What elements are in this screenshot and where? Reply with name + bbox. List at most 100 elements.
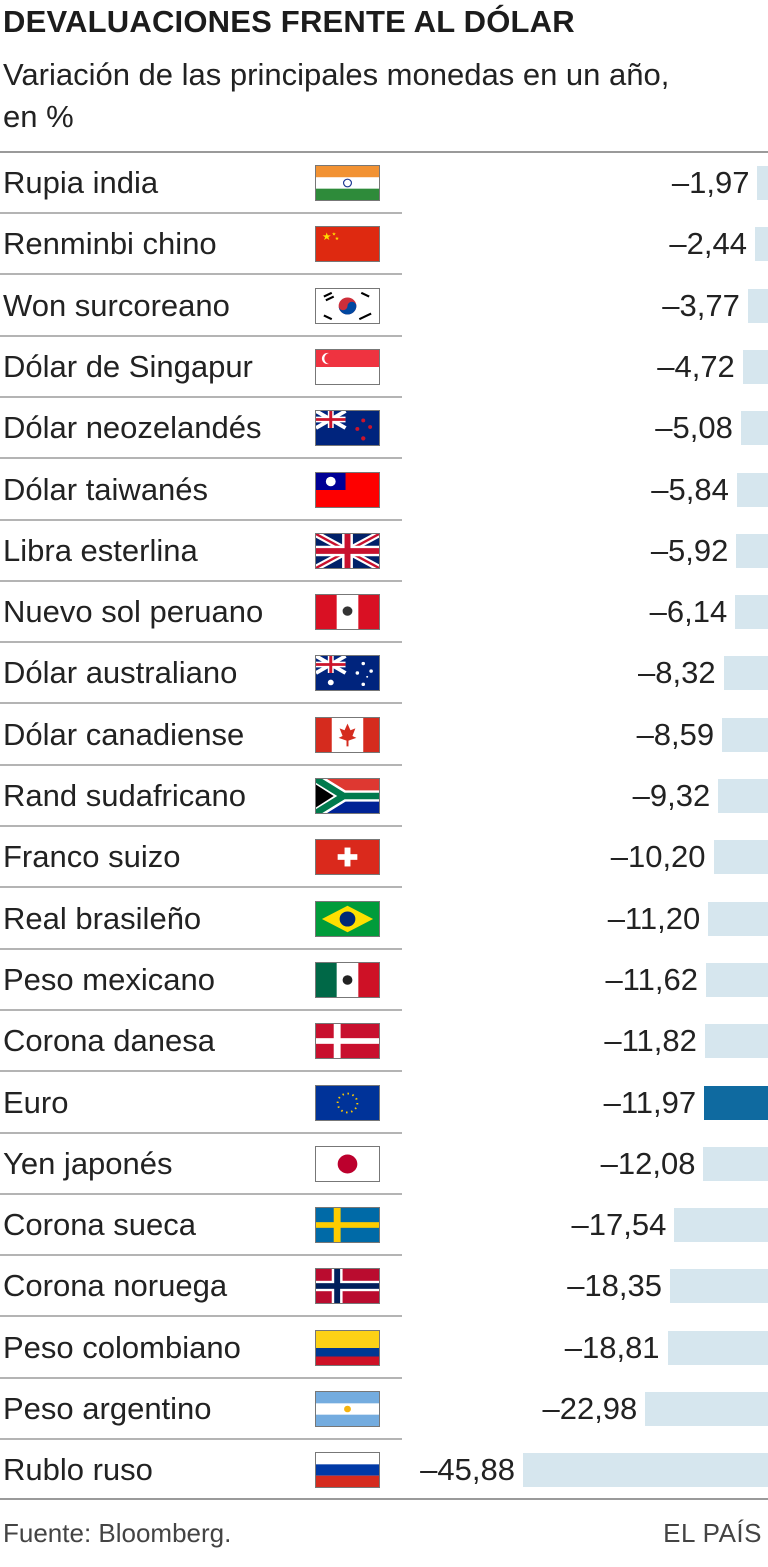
chart-row: Dólar canadiense –8,59 — [0, 705, 768, 766]
value-label: –8,59 — [636, 716, 715, 752]
row-divider — [0, 825, 402, 827]
row-divider — [0, 1254, 402, 1257]
currency-label: Dólar canadiense — [3, 716, 245, 752]
chart-row: Euro –11,97 — [0, 1073, 768, 1134]
row-divider — [0, 1008, 402, 1011]
currency-label: Renminbi chino — [3, 226, 217, 262]
row-divider — [0, 1070, 402, 1073]
currency-label: Dólar taiwanés — [3, 471, 209, 507]
value-label: –12,08 — [600, 1145, 696, 1181]
row-divider — [0, 1376, 402, 1379]
svg-text:★: ★ — [332, 232, 336, 238]
value-label: –10,20 — [610, 839, 706, 875]
taiwan-flag-icon — [315, 471, 380, 508]
value-bar — [704, 1024, 768, 1059]
chart-row: Rublo ruso –45,88 — [0, 1440, 768, 1501]
japan-flag-icon — [315, 1145, 380, 1182]
chart-row: Dólar de Singapur –4,72 — [0, 337, 768, 398]
value-bar — [722, 717, 768, 752]
mexico-flag-icon — [315, 961, 380, 998]
row-divider — [0, 1315, 402, 1318]
value-label: –8,32 — [638, 655, 716, 691]
value-label: –9,32 — [632, 778, 711, 813]
value-bar — [736, 472, 768, 507]
currency-label: Won surcoreano — [3, 287, 230, 323]
chart-row: Libra esterlina –5,92 — [0, 521, 768, 582]
currency-label: Nuevo sol peruano — [3, 594, 264, 630]
value-label: –18,35 — [567, 1268, 663, 1304]
chart-row: Nuevo sol peruano –6,14 — [0, 582, 768, 644]
currency-label: Dólar australiano — [3, 655, 238, 691]
value-bar — [703, 1146, 768, 1181]
currency-label: Corona noruega — [3, 1268, 228, 1304]
currency-label: Peso argentino — [3, 1391, 212, 1426]
chart-row: Corona danesa –11,82 — [0, 1011, 768, 1073]
norway-flag-icon — [315, 1268, 380, 1305]
value-label: –5,84 — [651, 471, 729, 507]
value-bar — [754, 227, 768, 262]
chart-title: DEVALUACIONES FRENTE AL DÓLAR — [3, 4, 575, 39]
colombia-flag-icon — [315, 1329, 380, 1366]
value-label: –45,88 — [420, 1452, 515, 1488]
chart-row: Peso argentino –22,98 — [0, 1379, 768, 1440]
currency-label: Yen japonés — [3, 1145, 173, 1181]
publisher-credit: EL PAÍS — [663, 1518, 762, 1548]
value-label: –11,62 — [605, 961, 698, 997]
value-label: –3,77 — [662, 287, 740, 323]
value-bar — [705, 962, 768, 997]
switzerland-flag-icon — [315, 839, 380, 876]
row-divider — [0, 702, 402, 705]
value-bar — [747, 288, 768, 323]
united-kingdom-flag-icon — [315, 532, 380, 569]
value-bar — [645, 1392, 768, 1426]
currency-label: Dólar de Singapur — [3, 348, 253, 384]
south-korea-flag-icon — [315, 287, 380, 324]
chart-row: Won surcoreano –3,77 — [0, 276, 768, 337]
australia-flag-icon — [315, 655, 380, 692]
currency-label: Corona danesa — [3, 1023, 215, 1059]
value-label: –1,97 — [671, 165, 750, 200]
value-bar — [740, 411, 768, 446]
currency-label: Rand sudafricano — [3, 778, 246, 813]
chart-row: Franco suizo –10,20 — [0, 827, 768, 889]
row-divider — [0, 763, 402, 766]
value-bar — [670, 1269, 768, 1304]
value-label: –5,92 — [650, 532, 729, 568]
row-divider — [0, 1192, 402, 1195]
value-bar — [757, 166, 768, 200]
chart-row: Real brasileño –11,20 — [0, 889, 768, 950]
currency-label: Rupia india — [3, 165, 159, 200]
chart-row: Yen japonés –12,08 — [0, 1134, 768, 1195]
chart-row: Dólar taiwanés –5,84 — [0, 460, 768, 521]
india-flag-icon — [315, 165, 380, 201]
value-label: –11,97 — [603, 1084, 697, 1120]
chart-row: Peso colombiano –18,81 — [0, 1318, 768, 1379]
row-divider — [0, 579, 402, 582]
row-divider — [0, 886, 402, 889]
currency-label: Euro — [3, 1084, 69, 1120]
value-label: –17,54 — [571, 1207, 667, 1243]
row-divider — [0, 273, 402, 276]
row-divider — [0, 457, 402, 460]
currency-label: Dólar neozelandés — [3, 410, 262, 446]
chart-subtitle: Variación de las principales monedas en … — [3, 57, 670, 134]
chart-row: Renminbi chino ★ ★ ★ –2,44 — [0, 214, 768, 276]
value-label: –18,81 — [564, 1329, 660, 1365]
row-divider — [0, 334, 402, 337]
argentina-flag-icon — [315, 1391, 380, 1427]
currency-label: Rublo ruso — [3, 1452, 153, 1488]
value-bar — [704, 1085, 768, 1120]
currency-label: Peso colombiano — [3, 1329, 241, 1365]
new-zealand-flag-icon — [315, 410, 380, 447]
value-bar — [713, 840, 768, 875]
value-bar — [736, 533, 768, 568]
singapore-flag-icon — [315, 348, 380, 385]
denmark-flag-icon — [315, 1023, 380, 1060]
currency-label: Libra esterlina — [3, 532, 198, 568]
row-divider — [0, 212, 402, 214]
south-africa-flag-icon — [315, 778, 380, 814]
currency-label: Peso mexicano — [3, 961, 215, 997]
value-bar — [667, 1330, 768, 1365]
value-bar — [735, 595, 768, 630]
chart-row: Dólar australiano –8,32 — [0, 643, 768, 705]
